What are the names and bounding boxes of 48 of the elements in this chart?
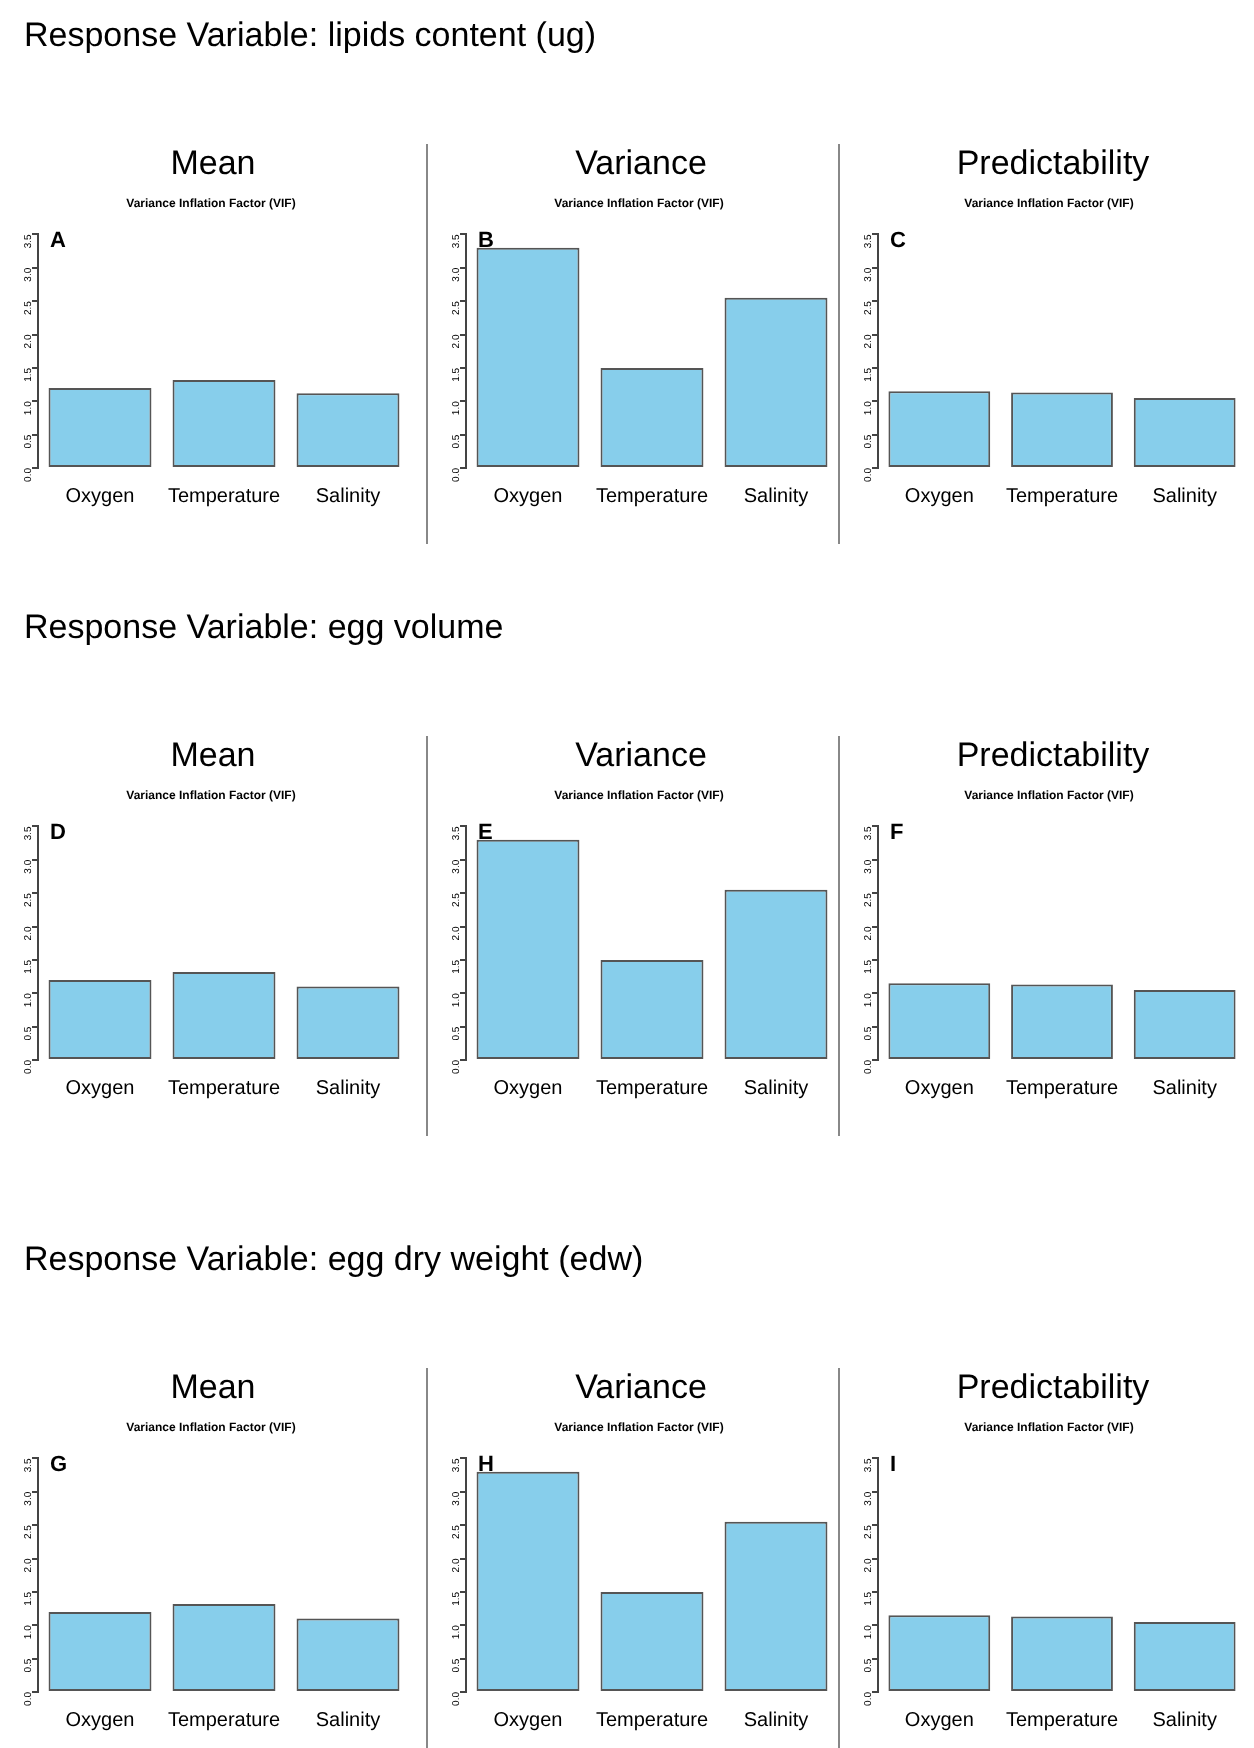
annotation: E (478, 821, 493, 846)
chart-title: Variance (573, 1366, 709, 1410)
text: Response Variable: egg dry weight (edw) (24, 1240, 644, 1280)
annotation: C (890, 229, 906, 254)
x-tick-label: Salinity (743, 1077, 809, 1100)
x-tick-label: Oxygen (493, 485, 563, 508)
x-tick-label: Salinity (1152, 1709, 1217, 1732)
x-tick-label: Oxygen (65, 1709, 135, 1732)
text: Response Variable: egg volume (24, 608, 504, 648)
chart-title: Predictability (954, 1366, 1152, 1410)
annotation: I (890, 1453, 897, 1478)
annotation: B (478, 229, 494, 254)
x-tick-label: Salinity (315, 1077, 381, 1100)
annotation: G (50, 1453, 68, 1478)
x-tick-label: Oxygen (493, 1709, 563, 1732)
x-tick-label: Salinity (315, 1709, 381, 1732)
x-tick-label: Temperature (595, 1077, 710, 1100)
annotation: D (50, 821, 66, 846)
chart-title: Mean (168, 142, 258, 186)
annotation: F (890, 821, 904, 846)
x-tick-label: Temperature (1005, 1709, 1120, 1732)
x-tick-label: Oxygen (493, 1077, 563, 1100)
x-tick-label: Oxygen (65, 1077, 135, 1100)
x-tick-label: Salinity (1152, 1077, 1217, 1100)
x-tick-label: Salinity (743, 1709, 809, 1732)
chart-title: Variance (573, 142, 709, 186)
x-tick-label: Temperature (595, 1709, 710, 1732)
x-tick-label: Temperature (167, 485, 282, 508)
x-tick-label: Oxygen (904, 1709, 974, 1732)
annotation: A (50, 229, 66, 254)
x-tick-label: Temperature (1005, 485, 1120, 508)
annotation: H (478, 1453, 494, 1478)
x-tick-label: Temperature (167, 1709, 282, 1732)
x-tick-label: Salinity (315, 485, 381, 508)
chart-title: Variance (573, 734, 709, 778)
chart-title: Predictability (954, 142, 1152, 186)
x-tick-label: Temperature (167, 1077, 282, 1100)
x-tick-label: Oxygen (65, 485, 135, 508)
x-tick-label: Salinity (743, 485, 809, 508)
x-tick-label: Oxygen (904, 1077, 974, 1100)
x-tick-label: Oxygen (904, 485, 974, 508)
text: Response Variable: lipids content (ug) (24, 16, 597, 56)
chart-title: Predictability (954, 734, 1152, 778)
chart-title: Mean (168, 734, 258, 778)
x-tick-label: Salinity (1152, 485, 1217, 508)
x-tick-label: Temperature (1005, 1077, 1120, 1100)
x-tick-label: Temperature (595, 485, 710, 508)
chart-title: Mean (168, 1366, 258, 1410)
